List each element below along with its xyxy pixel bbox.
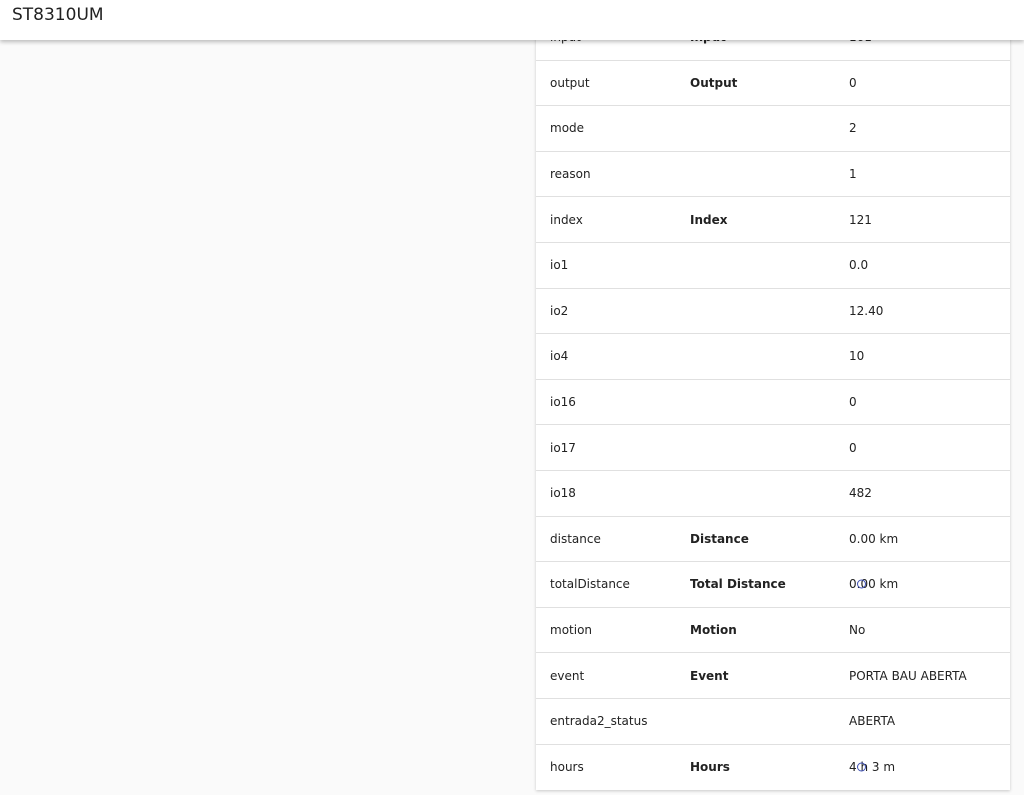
attribute-key: reason xyxy=(550,167,591,182)
attribute-key: io2 xyxy=(550,303,569,318)
value-text: 482 xyxy=(849,486,872,501)
value-text: 0 xyxy=(849,395,857,410)
app-bar: ST8310UM xyxy=(0,0,1024,40)
value-text: 0.0 xyxy=(849,258,869,273)
attribute-label: Index xyxy=(690,212,728,227)
value-text: ABERTA xyxy=(849,714,896,729)
table-row: output Output 0 xyxy=(536,61,1010,107)
value-text: 0 xyxy=(849,75,857,90)
value-text: 2 xyxy=(849,121,857,136)
attribute-key: io1 xyxy=(550,258,569,273)
attribute-label: Hours xyxy=(690,760,730,775)
attribute-key: index xyxy=(550,212,583,227)
value-text: No xyxy=(849,623,866,638)
table-row: io2 12.40 xyxy=(536,289,1010,335)
table-row: motion Motion No xyxy=(536,608,1010,654)
value-text: 0 xyxy=(849,440,857,455)
table-row: totalDistance Total Distance 0.00 km xyxy=(536,562,1010,608)
value-text: 4 h 3 m xyxy=(849,760,896,775)
attribute-key: motion xyxy=(550,623,593,638)
attributes-table: inputInput161outputOutput0mode2reason1in… xyxy=(536,15,1010,791)
settings-button[interactable] xyxy=(857,579,866,589)
table-row: io4 10 xyxy=(536,334,1010,380)
attribute-label: Event xyxy=(690,668,729,683)
attribute-key: totalDistance xyxy=(550,577,630,592)
attribute-key: output xyxy=(550,75,590,90)
value-text: 10 xyxy=(849,349,865,364)
table-row: mode 2 xyxy=(536,106,1010,152)
attribute-key: io16 xyxy=(550,395,576,410)
device-title: ST8310UM xyxy=(12,5,104,25)
table-row: reason 1 xyxy=(536,152,1010,198)
attribute-label: Distance xyxy=(690,531,749,546)
table-row: index Index 121 xyxy=(536,197,1010,243)
attribute-key: event xyxy=(550,668,585,683)
value-text: 0.00 km xyxy=(849,531,899,546)
value-text: 1 xyxy=(849,167,857,182)
table-row: io17 0 xyxy=(536,425,1010,471)
attribute-key: io18 xyxy=(550,486,576,501)
table-row: io18 482 xyxy=(536,471,1010,517)
attribute-key: distance xyxy=(550,531,601,546)
table-row: distance Distance 0.00 km xyxy=(536,517,1010,563)
table-row: io16 0 xyxy=(536,380,1010,426)
attribute-key: entrada2_status xyxy=(550,714,648,729)
value-text: PORTA BAU ABERTA xyxy=(849,668,967,683)
attribute-key: io17 xyxy=(550,440,576,455)
table-row: io1 0.0 xyxy=(536,243,1010,289)
table-row: hours Hours 4 h 3 m xyxy=(536,745,1010,791)
value-text: 12.40 xyxy=(849,303,884,318)
attribute-label: Output xyxy=(690,75,738,90)
attribute-key: hours xyxy=(550,760,584,775)
attribute-label: Total Distance xyxy=(690,577,786,592)
table-row: entrada2_status ABERTA xyxy=(536,699,1010,745)
attribute-label: Motion xyxy=(690,623,737,638)
attribute-key: io4 xyxy=(550,349,569,364)
value-text: 121 xyxy=(849,212,872,227)
attribute-key: mode xyxy=(550,121,585,136)
table-row: event Event PORTA BAU ABERTA xyxy=(536,653,1010,699)
settings-button[interactable] xyxy=(857,762,866,772)
